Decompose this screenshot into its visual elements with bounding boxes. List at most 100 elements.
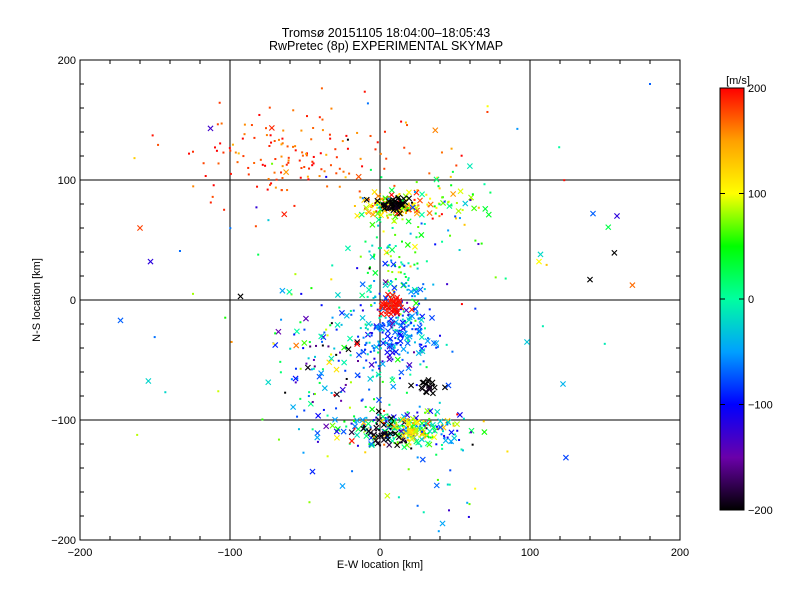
echo-point (494, 276, 497, 279)
echo-point (345, 377, 348, 380)
echo-point (458, 438, 461, 441)
echo-point (329, 137, 332, 140)
echo-point (506, 450, 509, 453)
echo-point (217, 162, 220, 165)
echo-point (395, 342, 398, 345)
echo-point (379, 207, 382, 210)
echo-point-x (448, 429, 455, 436)
echo-point (469, 199, 472, 202)
echo-point (450, 147, 453, 150)
echo-point (413, 190, 416, 193)
echo-point-x (365, 286, 372, 293)
echo-point (397, 330, 400, 333)
echo-point (435, 443, 438, 446)
echo-point (414, 328, 417, 331)
echo-point (382, 338, 385, 341)
echo-point-x (388, 307, 395, 314)
echo-point (312, 162, 315, 165)
echo-point (315, 344, 318, 347)
echo-point (409, 373, 412, 376)
echo-point (305, 154, 308, 157)
echo-point (449, 175, 452, 178)
echo-point (404, 121, 407, 124)
echo-point (274, 158, 277, 161)
echo-point (460, 303, 463, 306)
echo-point-x (399, 319, 406, 326)
echo-point (425, 260, 428, 263)
echo-point (280, 155, 283, 158)
echo-point (366, 271, 369, 274)
echo-point (330, 353, 333, 356)
echo-point (377, 364, 380, 367)
echo-point (387, 245, 390, 248)
echo-point (489, 191, 492, 194)
echo-point-x (418, 231, 425, 238)
echo-point (391, 358, 394, 361)
echo-point (441, 447, 444, 450)
echo-point (416, 411, 419, 414)
echo-point (405, 441, 408, 444)
echo-point (516, 127, 519, 130)
echo-point (427, 205, 430, 208)
echo-point-x (372, 437, 379, 444)
echo-point-x (359, 281, 366, 288)
echo-point-x (431, 427, 438, 434)
echo-point (447, 201, 450, 204)
echo-point-x (418, 436, 425, 443)
echo-point (411, 298, 414, 301)
echo-point (355, 421, 358, 424)
echo-point (426, 203, 429, 206)
echo-point-x (389, 320, 396, 327)
echo-point-x (379, 300, 386, 307)
echo-point (307, 178, 310, 181)
echo-point (356, 360, 359, 363)
echo-point (338, 167, 341, 170)
y-tick-label: 100 (58, 175, 76, 187)
echo-point-x (315, 412, 322, 419)
echo-point-x (456, 411, 463, 418)
echo-point-x (408, 288, 415, 295)
echo-point (454, 433, 457, 436)
echo-point (384, 207, 387, 210)
echo-point (451, 350, 454, 353)
echo-point (407, 324, 410, 327)
echo-point (396, 424, 399, 427)
echo-point (371, 244, 374, 247)
echo-point (294, 367, 297, 370)
echo-point (407, 425, 410, 428)
echo-point (417, 317, 420, 320)
echo-point-x (348, 429, 355, 436)
echo-point (409, 435, 412, 438)
echo-point (306, 175, 309, 178)
echo-point (342, 170, 345, 173)
echo-point (273, 140, 276, 143)
echo-point (406, 436, 409, 439)
echo-point (411, 201, 414, 204)
echo-point (363, 348, 366, 351)
echo-point (541, 325, 544, 328)
echo-point-x (384, 291, 391, 298)
echo-point (389, 420, 392, 423)
echo-point (461, 449, 464, 452)
echo-point (361, 165, 364, 168)
echo-point (438, 203, 441, 206)
echo-point (425, 423, 428, 426)
echo-point (392, 211, 395, 214)
echo-point (364, 405, 367, 408)
echo-point-x (345, 346, 352, 353)
echo-point (373, 203, 376, 206)
echo-point (338, 185, 341, 188)
echo-point (275, 178, 278, 181)
echo-point (353, 204, 356, 207)
echo-point (236, 161, 239, 164)
echo-point (409, 443, 412, 446)
echo-point (406, 207, 409, 210)
echo-point-x (417, 286, 424, 293)
echo-point (372, 210, 375, 213)
echo-point (258, 113, 261, 116)
echo-point (414, 251, 417, 254)
echo-point (407, 468, 410, 471)
echo-point (415, 288, 418, 291)
x-tick-label: −200 (68, 547, 93, 559)
